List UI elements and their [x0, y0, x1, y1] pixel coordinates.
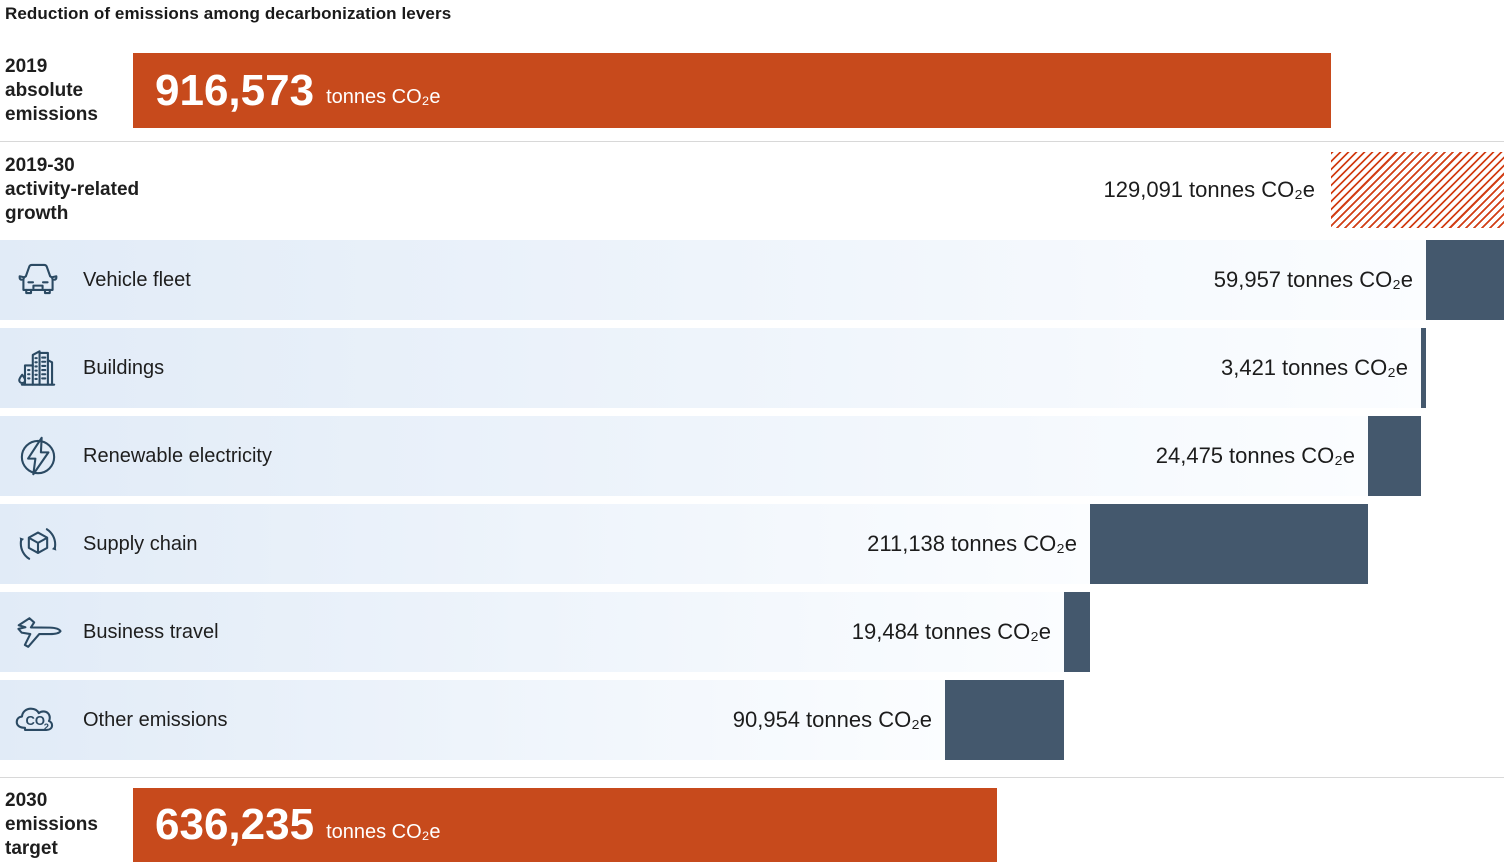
- row-supply-chain: Supply chain 211,138 tonnes CO₂e: [0, 504, 1504, 584]
- bar-2030-emissions-target: 636,235 tonnes CO₂e: [133, 788, 997, 862]
- value-business-travel: 19,484 tonnes CO₂e: [851, 619, 1051, 644]
- bar-renewable-electricity: [1368, 416, 1421, 496]
- row-background: [0, 416, 1368, 496]
- row-other-emissions: CO 2 Other emissions 90,954 tonnes CO₂e: [0, 680, 1504, 760]
- bar-2019-absolute-emissions: 916,573 tonnes CO₂e: [133, 53, 1331, 128]
- value-buildings: 3,421 tonnes CO₂e: [1220, 355, 1408, 380]
- page-title: Reduction of emissions among decarboniza…: [5, 4, 452, 23]
- value-renewable-electricity: 24,475 tonnes CO₂e: [1155, 443, 1355, 468]
- lever-label: Supply chain: [83, 532, 198, 555]
- lever-label: Renewable electricity: [83, 444, 272, 467]
- bar-vehicle-fleet: [1426, 240, 1504, 320]
- row-background: [0, 592, 1064, 672]
- buildings-icon: [13, 328, 63, 408]
- bar-activity-related-growth: [1331, 152, 1504, 228]
- value-2030-emissions-target: 636,235: [155, 800, 315, 849]
- value-supply-chain: 211,138 tonnes CO₂e: [867, 531, 1077, 556]
- unit-2019-absolute-emissions: tonnes CO₂e: [326, 86, 441, 108]
- row-background: [0, 504, 1090, 584]
- row-vehicle-fleet: Vehicle fleet 59,957 tonnes CO₂e: [0, 240, 1504, 320]
- bar-supply-chain: [1090, 504, 1368, 584]
- value-activity-related-growth: 129,091 tonnes CO₂e: [1103, 177, 1315, 202]
- row-background: [0, 328, 1421, 408]
- row-renewable-electricity: Renewable electricity 24,475 tonnes CO₂e: [0, 416, 1504, 496]
- separator-top: [0, 141, 1504, 142]
- value-other-emissions: 90,954 tonnes CO₂e: [732, 707, 932, 732]
- row-label-activity-related-growth: 2019-30 activity-related growth: [5, 155, 140, 224]
- lever-label: Vehicle fleet: [83, 268, 191, 291]
- lever-label: Business travel: [83, 620, 219, 643]
- lever-label: Buildings: [83, 356, 165, 379]
- value-2019-absolute-emissions: 916,573: [155, 65, 315, 115]
- supply-chain-icon: [13, 504, 63, 584]
- unit-2030-emissions-target: tonnes CO₂e: [326, 820, 441, 843]
- row-activity-related-growth: 2019-30 activity-related growth 129,091 …: [0, 152, 1504, 228]
- lever-label: Other emissions: [83, 708, 228, 731]
- row-background: [0, 680, 945, 760]
- row-label-2019-absolute-emissions: 2019 absolute emissions: [5, 55, 98, 125]
- svg-text:CO: CO: [26, 713, 46, 728]
- car-icon: [13, 240, 63, 320]
- airplane-icon: [13, 592, 63, 672]
- row-business-travel: Business travel 19,484 tonnes CO₂e: [0, 592, 1504, 672]
- svg-text:2: 2: [44, 722, 49, 732]
- separator-bottom: [0, 777, 1504, 778]
- bar-buildings: [1421, 328, 1426, 408]
- row-2019-absolute-emissions: 2019 absolute emissions 916,573 tonnes C…: [0, 53, 1504, 128]
- row-label-2030-emissions-target: 2030 emissions target: [5, 790, 98, 859]
- row-buildings: Buildings 3,421 tonnes CO₂e: [0, 328, 1504, 408]
- renewable-electricity-icon: [13, 416, 63, 496]
- bar-other-emissions: [945, 680, 1064, 760]
- co2-cloud-icon: CO 2: [13, 680, 63, 760]
- value-vehicle-fleet: 59,957 tonnes CO₂e: [1213, 267, 1413, 292]
- row-2030-emissions-target: 2030 emissions target 636,235 tonnes CO₂…: [0, 788, 1504, 862]
- bar-business-travel: [1064, 592, 1090, 672]
- row-background: [0, 240, 1426, 320]
